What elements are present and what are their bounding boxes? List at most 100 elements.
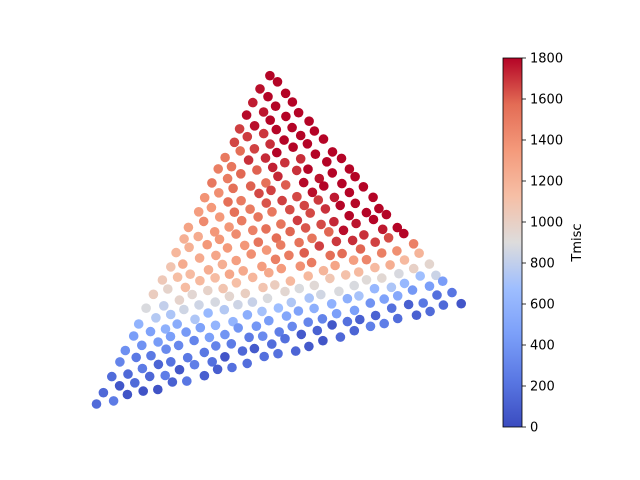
colorbar-tick-label: 1200 (530, 175, 563, 190)
scatter-point (236, 195, 246, 206)
scatter-point (273, 303, 284, 313)
scatter-point (182, 352, 193, 363)
scatter-point (399, 278, 410, 289)
scatter-point (228, 183, 238, 194)
scatter-point (234, 124, 245, 134)
scatter-point (314, 173, 325, 184)
scatter-point (349, 305, 360, 316)
scatter-point (133, 319, 144, 329)
scatter-point (160, 370, 170, 381)
scatter-point (304, 341, 314, 352)
scatter-point (235, 146, 245, 156)
scatter-point (165, 309, 176, 320)
scatter-point (303, 317, 314, 328)
scatter-point (385, 260, 395, 270)
scatter-point (247, 297, 258, 307)
scatter-point (274, 327, 285, 337)
scatter-point (354, 291, 364, 301)
scatter-point (361, 254, 372, 265)
scatter-point (313, 195, 324, 205)
scatter-point (260, 153, 271, 163)
scatter-point (340, 270, 351, 280)
scatter-point (242, 310, 253, 320)
scatter-point (335, 332, 346, 342)
scatter-point (431, 270, 441, 281)
scatter-point (319, 181, 329, 191)
scatter-point (241, 110, 252, 120)
scatter-point (236, 169, 246, 179)
scatter-point (330, 260, 340, 271)
scatter-point (179, 234, 189, 244)
scatter-point (138, 386, 148, 396)
scatter-point (245, 204, 255, 214)
scatter-point (214, 188, 224, 198)
scatter-point (123, 369, 133, 379)
colorbar-tick-label: 600 (530, 298, 555, 313)
scatter-point (414, 248, 424, 258)
scatter-point (408, 239, 419, 249)
scatter-point (220, 152, 230, 163)
scatter-point (203, 285, 213, 296)
scatter-point (291, 165, 302, 176)
scatter-point (310, 149, 321, 159)
scatter-point (163, 284, 173, 294)
scatter-point (337, 248, 347, 259)
scatter-point (179, 304, 189, 315)
scatter-point (198, 216, 209, 227)
scatter-point (344, 164, 355, 174)
scatter-point (258, 128, 269, 139)
scatter-point (211, 341, 221, 351)
scatter-point (447, 287, 457, 298)
scatter-point (172, 272, 183, 283)
scatter-point (261, 245, 272, 255)
scatter-point (368, 192, 378, 203)
scatter-point (365, 321, 376, 332)
scatter-point (294, 237, 304, 248)
scatter-point (258, 107, 269, 117)
scatter-point (344, 210, 355, 221)
scatter-point (243, 155, 254, 165)
scatter-point (253, 212, 263, 222)
scatter-point (381, 209, 392, 220)
scatter-point (386, 282, 397, 293)
scatter-point (91, 399, 102, 409)
scatter-point (263, 91, 273, 102)
scatter-point (350, 198, 361, 209)
scatter-point (194, 253, 205, 263)
scatter-point (281, 111, 291, 122)
scatter-point (287, 321, 298, 332)
scatter-point (153, 359, 164, 370)
scatter-point (153, 337, 163, 347)
scatter-point (253, 237, 264, 247)
scatter-point (325, 273, 335, 284)
scatter-point (293, 107, 304, 118)
scatter-point (392, 313, 403, 324)
scatter-point (151, 313, 161, 323)
scatter-point (295, 154, 306, 164)
scatter-point (277, 195, 287, 206)
scatter-point (258, 282, 268, 293)
scatter-point (327, 168, 338, 178)
scatter-point (159, 301, 169, 311)
scatter-point (220, 329, 230, 340)
scatter-point (229, 137, 240, 148)
scatter-point (199, 192, 210, 203)
scatter-point (383, 233, 394, 243)
scatter-point (252, 165, 262, 175)
scatter-point (210, 297, 220, 307)
scatter-point (189, 335, 199, 346)
scatter-point (137, 363, 148, 374)
scatter-point (214, 234, 225, 245)
scatter-point (303, 271, 314, 281)
scatter-point (242, 131, 253, 142)
scatter-point (280, 180, 291, 190)
scatter-point (307, 187, 318, 198)
scatter-point (145, 326, 156, 337)
colorbar-tick-label: 1800 (530, 52, 563, 67)
scatter-point (280, 286, 290, 297)
scatter-point (302, 139, 313, 149)
scatter-point (231, 229, 241, 239)
scatter-point (348, 255, 359, 265)
scatter-point (359, 230, 369, 240)
scatter-point (353, 267, 364, 277)
